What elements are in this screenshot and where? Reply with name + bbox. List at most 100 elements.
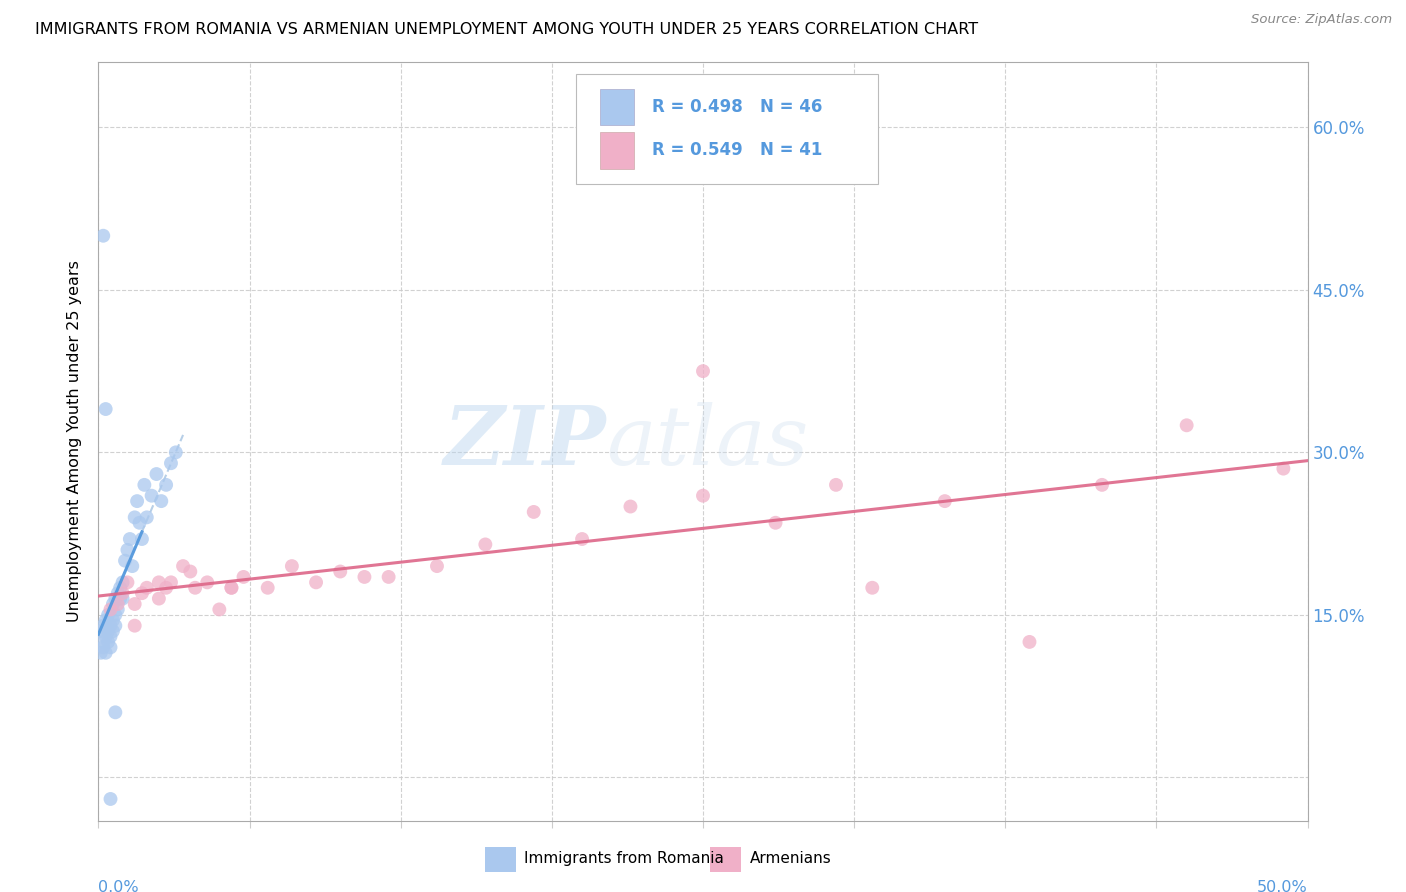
Point <box>155 478 177 492</box>
Point <box>184 581 207 595</box>
Point <box>100 618 122 632</box>
Point <box>111 586 134 600</box>
Point <box>131 586 153 600</box>
Point <box>124 597 146 611</box>
Point <box>104 591 127 606</box>
Text: Source: ZipAtlas.com: Source: ZipAtlas.com <box>1251 13 1392 27</box>
Point <box>150 494 173 508</box>
Point <box>111 591 134 606</box>
Point <box>692 489 714 503</box>
Point <box>155 581 177 595</box>
Point <box>104 607 127 622</box>
Point <box>1018 635 1040 649</box>
Point <box>377 570 399 584</box>
Point <box>179 565 201 579</box>
Point <box>860 581 883 595</box>
Point <box>256 581 278 595</box>
Point <box>101 597 124 611</box>
Point <box>232 570 254 584</box>
Text: IMMIGRANTS FROM ROMANIA VS ARMENIAN UNEMPLOYMENT AMONG YOUTH UNDER 25 YEARS CORR: IMMIGRANTS FROM ROMANIA VS ARMENIAN UNEM… <box>35 22 979 37</box>
Point <box>104 618 127 632</box>
Point <box>172 559 194 574</box>
Point <box>127 494 149 508</box>
Point <box>97 635 120 649</box>
Point <box>195 575 218 590</box>
Point <box>111 575 134 590</box>
Point <box>141 489 163 503</box>
Point <box>1091 478 1114 492</box>
Point <box>208 602 231 616</box>
Point <box>329 565 352 579</box>
Text: 50.0%: 50.0% <box>1257 880 1308 892</box>
Point <box>90 624 112 639</box>
Point <box>100 602 122 616</box>
Text: Armenians: Armenians <box>749 851 831 865</box>
Point <box>124 510 146 524</box>
Point <box>934 494 956 508</box>
Point <box>571 532 593 546</box>
Point <box>118 532 141 546</box>
Point <box>160 456 183 470</box>
Point <box>100 630 122 644</box>
Point <box>145 467 167 481</box>
Point <box>353 570 375 584</box>
Point <box>160 575 183 590</box>
Text: Immigrants from Romania: Immigrants from Romania <box>524 851 724 865</box>
Point <box>117 575 139 590</box>
Point <box>165 445 187 459</box>
Point <box>94 646 117 660</box>
Point <box>108 581 131 595</box>
Point <box>305 575 328 590</box>
Point <box>94 630 117 644</box>
Point <box>221 581 243 595</box>
Point <box>221 581 243 595</box>
Point <box>107 597 129 611</box>
Point <box>523 505 546 519</box>
Bar <box>600 89 634 126</box>
Point <box>148 575 170 590</box>
Point <box>108 591 131 606</box>
Point <box>97 624 120 639</box>
Point <box>91 228 114 243</box>
Point <box>121 559 143 574</box>
Point <box>426 559 449 574</box>
Point <box>101 613 124 627</box>
Point <box>91 640 114 655</box>
Point <box>97 607 120 622</box>
Point <box>94 613 117 627</box>
Point <box>134 478 156 492</box>
Text: R = 0.549   N = 41: R = 0.549 N = 41 <box>652 142 823 160</box>
FancyBboxPatch shape <box>576 74 879 184</box>
Text: R = 0.498   N = 46: R = 0.498 N = 46 <box>652 98 823 116</box>
Point <box>90 646 112 660</box>
Point <box>474 537 496 551</box>
Point <box>1175 418 1198 433</box>
Point <box>91 635 114 649</box>
Point <box>148 591 170 606</box>
Point <box>114 554 136 568</box>
Point <box>825 478 848 492</box>
Point <box>124 618 146 632</box>
Point <box>100 640 122 655</box>
Point <box>692 364 714 378</box>
Point <box>765 516 787 530</box>
Y-axis label: Unemployment Among Youth under 25 years: Unemployment Among Youth under 25 years <box>67 260 83 623</box>
Text: 0.0%: 0.0% <box>98 880 139 892</box>
Point <box>107 602 129 616</box>
Point <box>104 706 127 720</box>
Point <box>619 500 641 514</box>
Point <box>135 510 157 524</box>
Bar <box>600 132 634 169</box>
Text: ZIP: ZIP <box>444 401 606 482</box>
Text: atlas: atlas <box>606 401 808 482</box>
Point <box>107 586 129 600</box>
Point <box>131 532 153 546</box>
Point <box>91 618 114 632</box>
Point <box>94 402 117 417</box>
Point <box>281 559 304 574</box>
Point <box>100 792 122 806</box>
Point <box>101 624 124 639</box>
Point <box>117 542 139 557</box>
Point <box>135 581 157 595</box>
Point <box>1272 461 1295 475</box>
